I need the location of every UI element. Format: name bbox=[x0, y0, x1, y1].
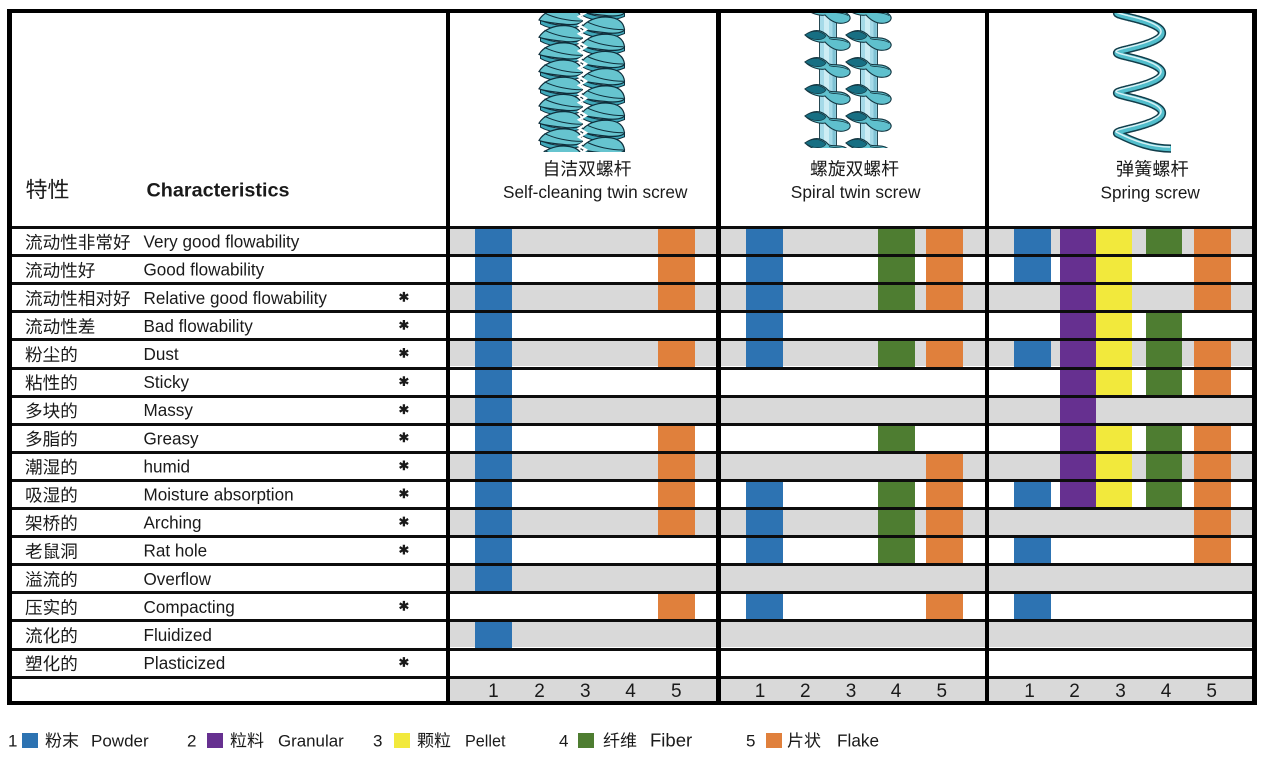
svg-text:Flake: Flake bbox=[837, 731, 879, 751]
svg-text:3: 3 bbox=[1115, 681, 1126, 702]
svg-text:5: 5 bbox=[671, 681, 682, 702]
svg-text:3: 3 bbox=[580, 681, 591, 702]
svg-text:3: 3 bbox=[846, 681, 857, 702]
svg-text:Self-cleaning twin screw: Self-cleaning twin screw bbox=[503, 182, 688, 202]
svg-text:Spiral twin screw: Spiral twin screw bbox=[791, 182, 921, 202]
svg-text:4: 4 bbox=[559, 732, 568, 751]
svg-text:1: 1 bbox=[755, 681, 766, 702]
svg-text:Massy: Massy bbox=[144, 401, 194, 420]
svg-text:Compacting: Compacting bbox=[144, 598, 235, 617]
svg-text:Fiber: Fiber bbox=[650, 730, 692, 751]
svg-text:Plasticized: Plasticized bbox=[144, 654, 226, 673]
svg-text:Characteristics: Characteristics bbox=[147, 180, 290, 202]
svg-text:Sticky: Sticky bbox=[144, 373, 190, 392]
svg-text:Moisture absorption: Moisture absorption bbox=[144, 485, 294, 504]
svg-text:1: 1 bbox=[488, 681, 499, 702]
svg-text:4: 4 bbox=[891, 681, 902, 702]
svg-text:2: 2 bbox=[800, 681, 811, 702]
svg-text:Dust: Dust bbox=[144, 345, 179, 364]
svg-text:Fluidized: Fluidized bbox=[144, 626, 212, 645]
svg-text:Overflow: Overflow bbox=[144, 570, 212, 589]
svg-text:Bad flowability: Bad flowability bbox=[144, 317, 254, 336]
svg-text:Arching: Arching bbox=[144, 514, 202, 533]
svg-text:Pellet: Pellet bbox=[465, 733, 506, 751]
svg-text:Spring screw: Spring screw bbox=[1101, 182, 1201, 202]
svg-text:Rat hole: Rat hole bbox=[144, 542, 208, 561]
svg-text:Very good flowability: Very good flowability bbox=[144, 233, 300, 252]
svg-text:Greasy: Greasy bbox=[144, 429, 200, 448]
svg-text:3: 3 bbox=[373, 732, 382, 751]
svg-text:2: 2 bbox=[534, 681, 545, 702]
svg-text:humid: humid bbox=[144, 457, 191, 476]
svg-text:1: 1 bbox=[8, 732, 17, 751]
svg-text:2: 2 bbox=[1069, 681, 1080, 702]
svg-text:1: 1 bbox=[1024, 681, 1035, 702]
svg-text:Powder: Powder bbox=[91, 732, 149, 751]
svg-text:5: 5 bbox=[937, 681, 948, 702]
svg-text:5: 5 bbox=[1206, 681, 1217, 702]
svg-text:5: 5 bbox=[746, 732, 755, 751]
svg-text:Good flowability: Good flowability bbox=[144, 261, 265, 280]
svg-text:Relative good flowability: Relative good flowability bbox=[144, 289, 328, 308]
svg-text:4: 4 bbox=[1161, 681, 1172, 702]
svg-text:4: 4 bbox=[625, 681, 636, 702]
svg-text:2: 2 bbox=[187, 732, 196, 751]
svg-text:Granular: Granular bbox=[278, 732, 344, 751]
